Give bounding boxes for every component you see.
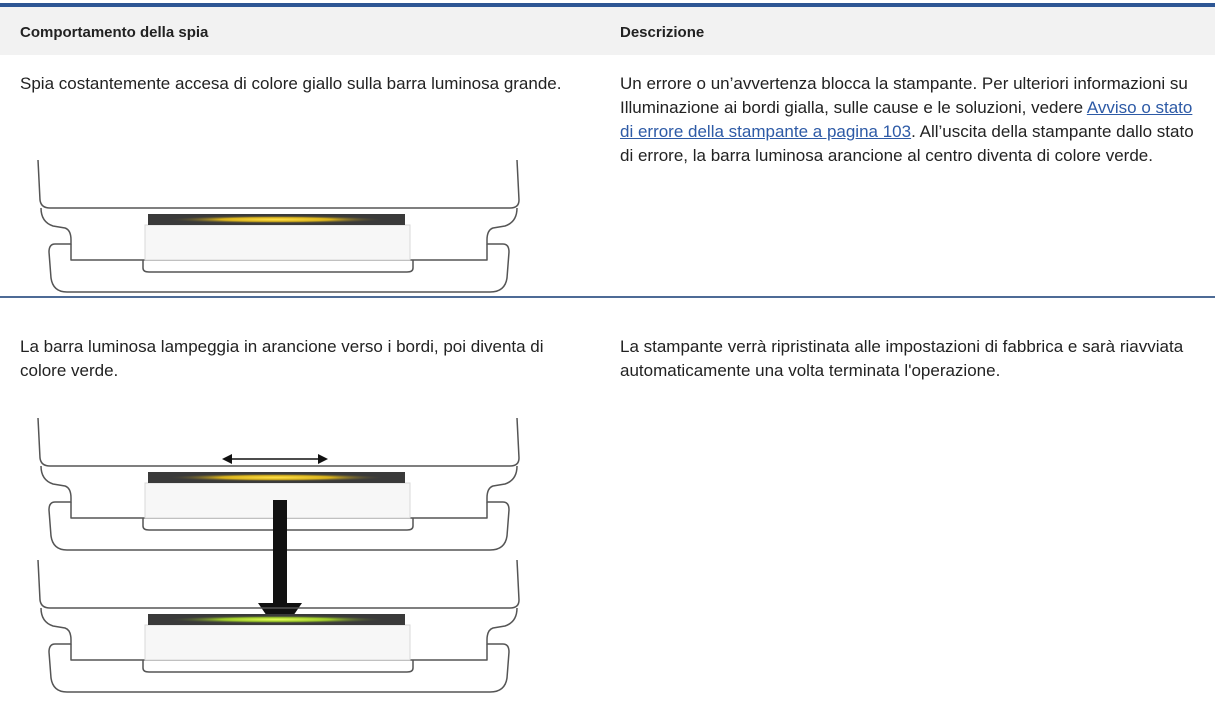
link[interactable]: Avviso o stato di errore della stampante… bbox=[620, 98, 1193, 141]
description-cell: La stampante verrà ripristinata alle imp… bbox=[620, 335, 1200, 383]
row-separator bbox=[0, 296, 1215, 298]
table-header bbox=[0, 7, 1215, 55]
table-top-border bbox=[0, 3, 1215, 7]
printer-illustration bbox=[38, 418, 519, 550]
behavior-cell: La barra luminosa lampeggia in arancione… bbox=[20, 337, 544, 380]
text: La stampante verrà ripristinata alle imp… bbox=[620, 337, 1184, 380]
printer-illustration bbox=[38, 160, 519, 292]
header-cell: Comportamento della spia bbox=[20, 24, 209, 41]
down-arrow bbox=[258, 500, 302, 635]
header-cell: Descrizione bbox=[620, 24, 705, 41]
behavior-cell: Spia costantemente accesa di colore gial… bbox=[20, 74, 562, 93]
printer-illustration bbox=[38, 560, 519, 692]
text: . All’uscita della stampante dallo stato… bbox=[620, 122, 1194, 165]
text: Un errore o un’avvertenza blocca la stam… bbox=[620, 74, 1188, 117]
description-cell: Un errore o un’avvertenza blocca la stam… bbox=[620, 72, 1195, 168]
